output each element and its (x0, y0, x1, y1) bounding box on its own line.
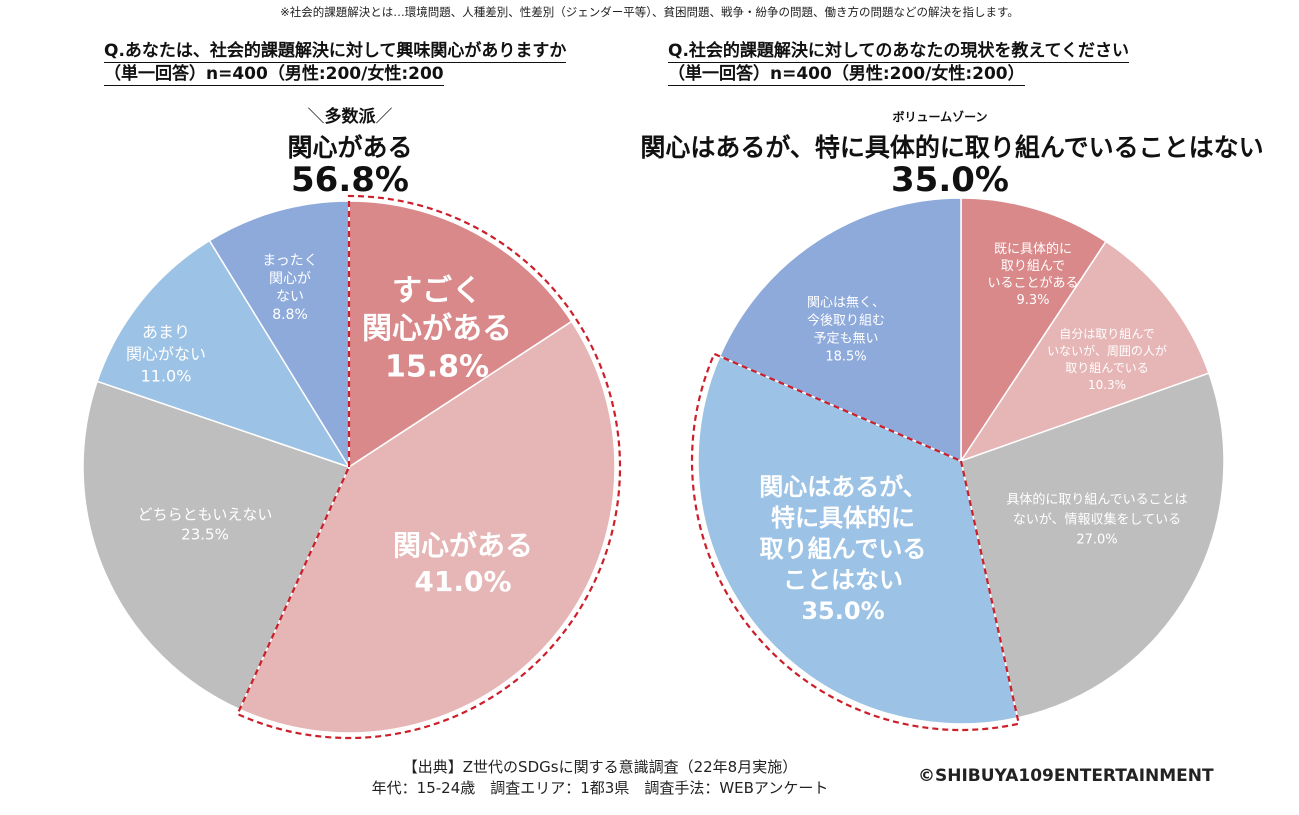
pie2-slice-3-value: 27.0% (1076, 533, 1117, 548)
pie2-slice-2 (959, 240, 1210, 463)
pie1-slice-4 (96, 239, 351, 469)
question-1: Q.あなたは、社会的課題解決に対して興味関心がありますか （単一回答）n=400… (104, 40, 567, 86)
pie2-slice-4-label-line: ことはない (783, 566, 903, 594)
highlight-value-1: 56.8% (291, 160, 409, 200)
highlight-label-2: 関心はあるが、特に具体的に取り組んでいることはない (640, 133, 1264, 162)
highlight-value-2: 35.0% (891, 160, 1009, 200)
source-footer: 【出典】Z世代のSDGsに関する意識調査（22年8月実施） 年代：15-24歳 … (250, 757, 950, 799)
pie1-slice-5-label-line: 関心が (269, 271, 311, 287)
pie2-slice-5-value: 18.5% (825, 350, 866, 365)
pie2-highlight-outline (690, 352, 1021, 732)
copyright: ©SHIBUYA109ENTERTAINMENT (918, 766, 1214, 786)
pie2-slice-1 (960, 197, 1107, 464)
volume-zone-tag: ボリュームゾーン (850, 108, 1030, 125)
pie1-slice-4-value: 11.0% (141, 367, 192, 386)
question-1-line2: （単一回答）n=400（男性:200/女性:200 (104, 64, 444, 86)
pie2-slice-2-label-line: いないが、周囲の人が (1047, 343, 1167, 358)
pie1-slice-3 (82, 380, 351, 711)
pie2-slice-5-label-line: 予定も無い (813, 332, 878, 347)
pie1-slice-2-label-line: 関心がある (393, 529, 533, 562)
pie2-slice-3-label-line: 具体的に取り組んでいることは (1006, 492, 1187, 508)
pie1-slice-4-label-line: 関心がない (126, 345, 206, 364)
pie2-slice-1-label-line: いることがある (987, 276, 1078, 291)
pie2-slice-4-label-line: 特に具体的に (771, 504, 915, 532)
majority-tag-text: 多数派 (324, 107, 376, 127)
pie1-slice-5-value: 8.8% (272, 307, 308, 323)
pie2-slice-4 (697, 355, 1019, 725)
pie1-slice-4-label-line: あまり (142, 323, 190, 342)
pie2-slice-4-value: 35.0% (801, 597, 884, 625)
pie2-slice-2-label-line: 取り組んでいる (1065, 361, 1148, 375)
pie1-slice-3-label-line: どちらともいえない (138, 506, 273, 524)
pie2-slice-1-value: 9.3% (1016, 293, 1049, 308)
pie2-slice-5 (718, 197, 962, 463)
volume-zone-tag-text: ボリュームゾーン (892, 110, 988, 124)
pie2-slice-5-label-line: 今後取り組む (807, 313, 885, 329)
pie1-slice-5-label-line: まったく (262, 253, 317, 269)
pie2-slice-2-label-line: 自分は取り組んで (1059, 327, 1154, 341)
pie1-slice-1 (348, 200, 573, 469)
question-2: Q.社会的課題解決に対してのあなたの現状を教えてください （単一回答）n=400… (668, 40, 1130, 86)
pie2-slice-3 (960, 372, 1225, 719)
pie1-slice-1-label-line: すごく (392, 274, 482, 309)
question-2-line2: （単一回答）n=400（男性:200/女性:200） (668, 64, 1025, 86)
pie2-slice-4-label: 関心はあるが、特に具体的に取り組んでいることはない 35.0% (759, 473, 927, 625)
pie2-slice-4-label-line: 関心はあるが、 (759, 473, 927, 501)
majority-tag: ＼多数派／ (307, 107, 393, 127)
pie2-slice-1-label-line: 既に具体的に (994, 241, 1072, 257)
pie1-slice-2 (238, 320, 616, 734)
source-line: 【出典】Z世代のSDGsに関する意識調査（22年8月実施） (402, 758, 798, 776)
pie1-slice-3-value: 23.5% (181, 526, 229, 544)
pie1-slice-1-label-line: 関心がある (362, 312, 512, 347)
pie1-slice-1-value: 15.8% (385, 350, 489, 385)
pie1-slice-5 (208, 200, 350, 470)
pie2-slice-3-label-line: ないが、情報収集をしている (1013, 512, 1181, 528)
pie1-slice-5-label-line: ない (276, 289, 304, 305)
pie1-slice-2-value: 41.0% (414, 565, 511, 598)
method-line: 年代：15-24歳 調査エリア：1都3県 調査手法：WEBアンケート (371, 779, 829, 797)
pie2-slice-1-label-line: 取り組んで (1001, 259, 1065, 274)
pie1-slice-3-label: どちらともいえない 23.5% (138, 506, 273, 544)
pie2-slice-4-label-line: 取り組んでいる (760, 535, 927, 563)
highlight-label-1: 関心がある (287, 133, 413, 162)
pie2-slice-5-label-line: 関心は無く、 (807, 296, 885, 311)
pie2-slice-2-value: 10.3% (1088, 378, 1126, 392)
definition-note: ※社会的課題解決とは…環境問題、人種差別、性差別（ジェンダー平等）、貧困問題、戦… (280, 5, 1019, 19)
pie1-highlight-outline (236, 194, 622, 740)
